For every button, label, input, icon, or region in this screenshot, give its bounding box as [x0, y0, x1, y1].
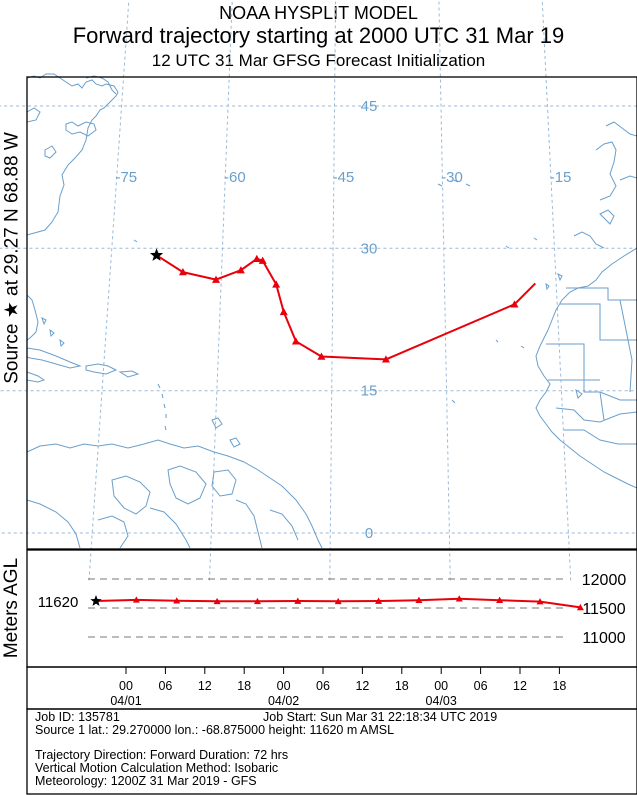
time-tick-label: 00 — [119, 679, 133, 693]
height-marker — [213, 597, 221, 605]
time-tick-label: 06 — [316, 679, 330, 693]
longitude-label: -15 — [550, 169, 572, 186]
time-tick-label: 00 — [277, 679, 291, 693]
trajectory-title: Forward trajectory starting at 2000 UTC … — [72, 23, 565, 48]
height-marker — [415, 596, 423, 603]
height-tick-label: 11000 — [582, 630, 625, 647]
latitude-label: 15 — [361, 383, 378, 400]
latitude-label: 0 — [365, 525, 373, 542]
vertical-motion-method: Vertical Motion Calculation Method: Isob… — [35, 761, 279, 775]
height-panel: 12000 11500 11000 11620 — [26, 549, 637, 668]
trajectory-marker — [317, 352, 326, 360]
height-marker — [334, 597, 342, 605]
time-tick-label: 06 — [474, 679, 488, 693]
height-marker — [132, 596, 140, 603]
start-height-label: 11620 — [38, 594, 79, 611]
trajectory-direction: Trajectory Direction: Forward Duration: … — [35, 748, 289, 762]
time-tick-label: 00 — [434, 679, 448, 693]
source-info: Source 1 lat.: 29.270000 lon.: -68.87500… — [35, 723, 395, 737]
time-tick-label: 18 — [552, 679, 566, 693]
meridian-line — [329, 1, 336, 581]
job-id: Job ID: 135781 — [35, 710, 120, 724]
height-marker — [173, 597, 181, 604]
job-start: Job Start: Sun Mar 31 22:18:34 UTC 2019 — [263, 710, 498, 724]
lat-lon-grid — [0, 1, 637, 581]
trajectory-marker — [236, 266, 245, 274]
longitude-label: -60 — [224, 169, 246, 186]
trajectory-marker — [279, 307, 288, 316]
trajectory-marker — [212, 275, 221, 283]
meridian-line — [88, 1, 130, 581]
height-marker — [375, 597, 383, 604]
trajectory-marker — [258, 256, 267, 264]
longitude-label: -75 — [115, 169, 137, 186]
forecast-subtitle: 12 UTC 31 Mar GFSG Forecast Initializati… — [151, 51, 486, 70]
trajectory-marker — [252, 254, 261, 262]
time-tick-label: 18 — [395, 679, 409, 693]
meridian-line — [208, 1, 233, 581]
info-frame — [26, 708, 637, 795]
lat-lon-labels: -75 -60 -45 -30 -15 45 30 15 0 — [115, 98, 571, 542]
coastlines — [26, 73, 637, 549]
time-axis: 00 06 12 18 00 06 12 18 00 06 12 18 04/01 04/02 04/03 — [26, 666, 637, 710]
model-title: NOAA HYSPLIT MODEL — [219, 3, 418, 23]
height-marker — [576, 603, 584, 611]
height-trajectory — [90, 595, 584, 611]
time-tick-label: 06 — [158, 679, 172, 693]
map-frame — [26, 76, 637, 550]
height-marker — [496, 596, 504, 603]
source-star-icon — [90, 595, 102, 606]
trajectory-marker — [381, 355, 390, 363]
source-star-icon — [149, 248, 164, 261]
date-label: 04/02 — [268, 694, 299, 708]
trajectory-path — [149, 248, 537, 363]
longitude-label: -45 — [333, 169, 355, 186]
trajectory-marker — [291, 337, 300, 345]
height-tick-label: 12000 — [582, 572, 627, 589]
height-marker — [294, 597, 302, 604]
latitude-label: 30 — [361, 240, 378, 257]
time-tick-label: 12 — [513, 679, 527, 693]
height-tick-label: 11500 — [582, 601, 625, 618]
height-gridlines: 12000 11500 11000 11620 — [38, 572, 627, 647]
trajectory-line — [156, 254, 537, 361]
height-marker — [455, 595, 463, 602]
date-label: 04/01 — [110, 694, 141, 708]
date-label: 04/03 — [426, 694, 457, 708]
trajectory-marker — [178, 268, 187, 276]
time-tick-label: 12 — [198, 679, 212, 693]
time-tick-label: 12 — [355, 679, 369, 693]
trajectory-marker — [272, 280, 281, 288]
height-marker — [536, 598, 544, 605]
time-tick-label: 18 — [237, 679, 251, 693]
height-marker — [253, 597, 261, 605]
meridian-line — [438, 1, 451, 581]
latitude-label: 45 — [361, 98, 378, 115]
longitude-label: -30 — [441, 169, 463, 186]
map-panel: -75 -60 -45 -30 -15 45 30 15 0 — [0, 1, 637, 581]
trajectory-marker — [510, 300, 519, 308]
meteorology: Meteorology: 1200Z 31 Mar 2019 - GFS — [35, 774, 257, 788]
meridian-line — [541, 1, 572, 581]
